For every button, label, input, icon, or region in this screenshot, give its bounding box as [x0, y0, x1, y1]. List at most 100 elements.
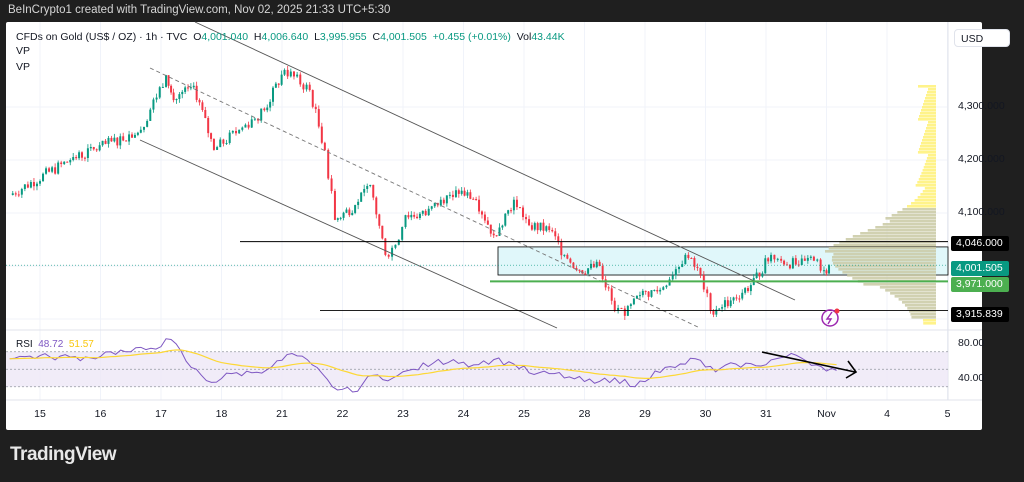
candle — [125, 140, 128, 142]
candle — [296, 74, 299, 77]
candle — [589, 263, 592, 269]
volume-profile-bar — [923, 133, 936, 136]
candle — [83, 157, 86, 159]
candle — [327, 149, 330, 179]
currency-button[interactable]: USD — [954, 29, 1010, 47]
candle — [770, 254, 773, 262]
candle — [788, 264, 791, 269]
price-tick: 4,100.000 — [958, 206, 1005, 218]
candle — [755, 272, 758, 279]
candle — [375, 197, 378, 215]
candle — [806, 257, 809, 261]
candle — [212, 138, 215, 150]
time-tick: 23 — [397, 408, 409, 420]
volume-profile-bar — [882, 223, 936, 226]
candle — [587, 268, 590, 274]
candle — [668, 279, 671, 286]
volume-profile-bar — [922, 190, 936, 193]
volume-profile-bar — [921, 172, 936, 175]
candle — [601, 266, 604, 280]
candle — [761, 273, 764, 277]
volume-profile-bar — [911, 316, 936, 319]
volume-profile-bar — [824, 250, 936, 253]
candle — [244, 124, 247, 128]
candle — [75, 157, 78, 159]
candle — [457, 190, 460, 194]
volume-profile-bar — [917, 196, 936, 199]
candle — [394, 244, 397, 248]
candle — [433, 202, 436, 207]
time-tick: 25 — [518, 408, 530, 420]
candle — [584, 273, 587, 275]
candle — [735, 297, 738, 299]
candle — [647, 291, 650, 297]
candle — [363, 188, 366, 193]
candle — [51, 167, 54, 172]
candle — [95, 149, 98, 151]
candle — [684, 254, 687, 265]
candle — [528, 219, 531, 226]
candle — [687, 254, 690, 258]
candle — [20, 189, 23, 195]
candle — [289, 71, 292, 77]
candle — [492, 233, 495, 236]
candle — [413, 214, 416, 217]
candle — [17, 194, 20, 196]
volume-profile-bar — [832, 256, 936, 259]
candle — [404, 215, 407, 228]
volume-profile-bar — [915, 184, 936, 187]
candle — [681, 264, 684, 267]
open-value: 4,001.040 — [201, 31, 249, 43]
candle — [744, 288, 747, 293]
candle — [635, 295, 638, 299]
candle — [767, 258, 770, 262]
candle — [427, 208, 430, 216]
candle — [819, 259, 822, 271]
indicator-vp-1[interactable]: VP — [16, 45, 31, 57]
candle — [360, 192, 363, 202]
candle — [620, 307, 623, 309]
candle — [384, 238, 387, 255]
candle — [723, 300, 726, 308]
volume-profile-bar — [835, 265, 936, 268]
volume-profile-bar — [879, 286, 936, 289]
candle — [292, 71, 295, 77]
candle — [525, 217, 528, 220]
volume-value: 43.44K — [531, 31, 565, 43]
time-tick: 31 — [760, 408, 772, 420]
candle — [286, 69, 289, 77]
close-value: 4,001.505 — [380, 31, 427, 43]
candle — [35, 183, 38, 187]
candle — [726, 300, 729, 307]
candle — [305, 84, 308, 90]
candle — [410, 214, 413, 218]
candle — [715, 309, 718, 315]
rsi-tick: 80.00 — [958, 337, 985, 349]
candle — [378, 214, 381, 226]
candle — [339, 217, 342, 219]
candle — [387, 254, 390, 257]
candle — [515, 199, 518, 208]
candle — [542, 222, 545, 231]
candle — [257, 118, 260, 121]
candle — [650, 290, 653, 297]
candle — [530, 225, 533, 230]
channel-mid-line — [149, 67, 701, 329]
candle — [128, 134, 131, 142]
time-tick: 22 — [336, 408, 349, 420]
candle — [314, 106, 317, 110]
candle — [172, 92, 175, 101]
candle — [560, 242, 563, 256]
volume-profile-bar — [917, 151, 936, 154]
volume-profile-bar — [842, 271, 936, 274]
candle — [26, 184, 29, 188]
candle — [234, 130, 237, 134]
candle — [536, 223, 539, 231]
indicator-vp-2[interactable]: VP — [16, 61, 31, 73]
candle — [336, 218, 339, 220]
candle — [302, 84, 305, 90]
candle — [271, 87, 274, 102]
time-tick: 24 — [457, 408, 470, 420]
volume-profile-bar — [927, 154, 936, 157]
